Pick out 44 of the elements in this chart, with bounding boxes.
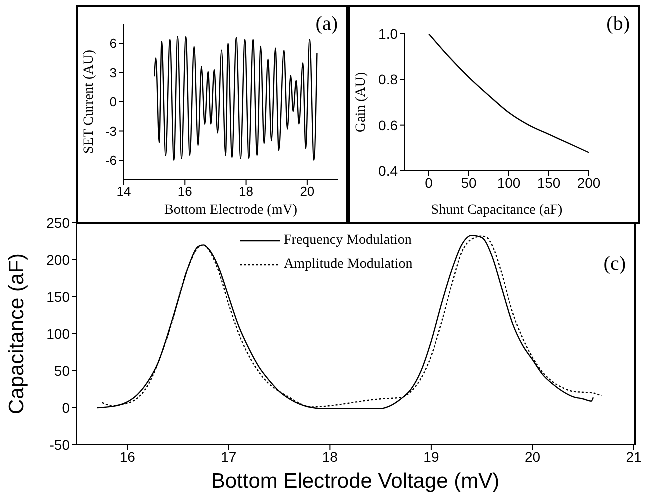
x-tick-label: 20 <box>524 448 541 465</box>
y-tick-label: 0.4 <box>378 162 398 179</box>
line-series <box>154 36 318 162</box>
y-axis-title: Capacitance (aF) <box>5 253 28 415</box>
annotation: (a) <box>316 13 338 36</box>
y-tick-label: 50 <box>54 362 70 379</box>
x-tick-label: 14 <box>116 184 132 200</box>
y-tick-label: 0.6 <box>378 117 398 134</box>
x-tick-label: 16 <box>178 184 192 200</box>
y-tick-label: 0 <box>110 94 117 110</box>
line-series <box>428 34 589 154</box>
x-tick-label: 19 <box>424 448 440 465</box>
y-tick-label: 100 <box>46 326 70 342</box>
y-axis-title: Gain (AU) <box>354 72 369 133</box>
x-tick-label: 0 <box>425 174 434 191</box>
x-axis-title: Bottom Electrode Voltage (mV) <box>211 470 500 493</box>
x-tick-label: 18 <box>239 184 254 200</box>
y-tick-label: 3 <box>110 65 117 80</box>
y-tick-label: 6 <box>110 36 117 52</box>
y-tick-label: -3 <box>105 124 117 139</box>
x-tick-label: 17 <box>221 448 237 465</box>
y-tick-label: -6 <box>105 153 117 168</box>
x-tick-label: 20 <box>300 184 315 200</box>
y-tick-label: 200 <box>46 252 70 268</box>
x-tick-label: 50 <box>461 174 477 191</box>
x-tick-label: 200 <box>577 174 601 191</box>
x-tick-label: 18 <box>322 448 338 465</box>
annotation: (c) <box>604 253 626 276</box>
x-tick-label: 16 <box>120 448 136 465</box>
x-tick-label: 150 <box>537 174 561 191</box>
legend-label: Amplitude Modulation <box>284 257 413 273</box>
y-tick-label: 0 <box>62 400 70 416</box>
y-tick-label: 250 <box>46 214 70 231</box>
text: (b) <box>606 13 630 36</box>
y-axis-title: SET Current (AU) <box>82 50 97 154</box>
x-axis-title: Shunt Capacitance (aF) <box>431 203 564 218</box>
y-tick-label: 1.0 <box>378 26 398 42</box>
y-tick-label: 0.8 <box>378 72 398 88</box>
y-tick-label: -50 <box>50 436 70 453</box>
x-axis-title: Bottom Electrode (mV) <box>164 203 298 218</box>
y-tick-label: 150 <box>46 288 70 305</box>
x-tick-label: 100 <box>497 174 521 191</box>
x-tick-label: 21 <box>626 448 642 465</box>
legend-label: Frequency Modulation <box>284 233 412 249</box>
